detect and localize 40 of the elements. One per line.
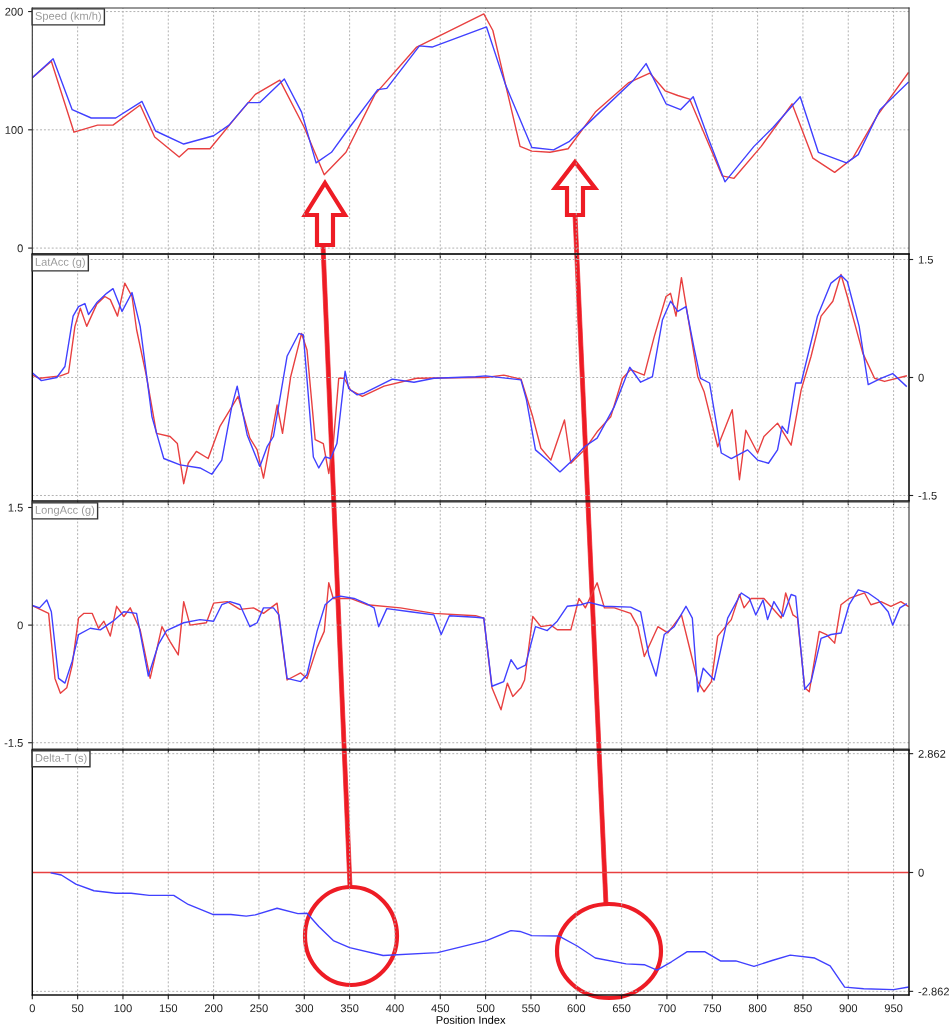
x-tick-label: 600 [567, 1004, 586, 1013]
y-tick-label: 100 [5, 126, 23, 134]
x-tick-label: 500 [476, 1004, 495, 1013]
x-tick-label: 950 [884, 1004, 903, 1013]
y-tick-label: 200 [5, 7, 23, 16]
y-tick-label: 0 [17, 621, 23, 630]
x-tick-label: 850 [794, 1004, 812, 1013]
y2-tick-label: 0 [918, 868, 924, 877]
y2-tick-label: 1.5 [918, 255, 934, 264]
y2-tick-label: 2.862 [918, 749, 946, 758]
x-tick-label: 450 [431, 1004, 450, 1013]
x-axis-title: Position Index [436, 1015, 506, 1024]
x-tick-label: 100 [114, 1004, 132, 1013]
chart-title: Delta-T (s) [35, 753, 87, 765]
chart-title: LongAcc (g) [35, 505, 95, 517]
x-tick-label: 900 [839, 1004, 858, 1013]
y2-tick-label: -2.862 [918, 987, 949, 996]
x-tick-label: 800 [748, 1004, 767, 1013]
y-tick-label: 1.5 [8, 503, 23, 512]
chart-title: LatAcc (g) [35, 257, 85, 269]
line-series [32, 582, 909, 711]
x-tick-label: 200 [204, 1004, 223, 1013]
x-tick-label: 0 [29, 1004, 35, 1013]
x-tick-label: 250 [250, 1004, 268, 1013]
x-tick-label: 550 [522, 1004, 540, 1013]
x-tick-label: 400 [385, 1004, 404, 1013]
y-tick-label: -1.5 [4, 739, 23, 747]
x-tick-label: 50 [71, 1004, 84, 1013]
line-series [32, 589, 907, 693]
x-tick-label: 750 [703, 1004, 722, 1013]
y2-tick-label: 0 [918, 373, 924, 382]
x-tick-label: 350 [340, 1004, 359, 1013]
y-tick-label: 0 [17, 244, 23, 253]
chart-title: Speed (km/h) [35, 11, 101, 23]
x-tick-label: 150 [159, 1004, 178, 1013]
x-tick-label: 700 [658, 1004, 676, 1013]
line-series [50, 872, 909, 991]
x-tick-label: 650 [612, 1004, 631, 1013]
y2-tick-label: -1.5 [918, 491, 937, 500]
x-tick-label: 300 [295, 1004, 314, 1013]
